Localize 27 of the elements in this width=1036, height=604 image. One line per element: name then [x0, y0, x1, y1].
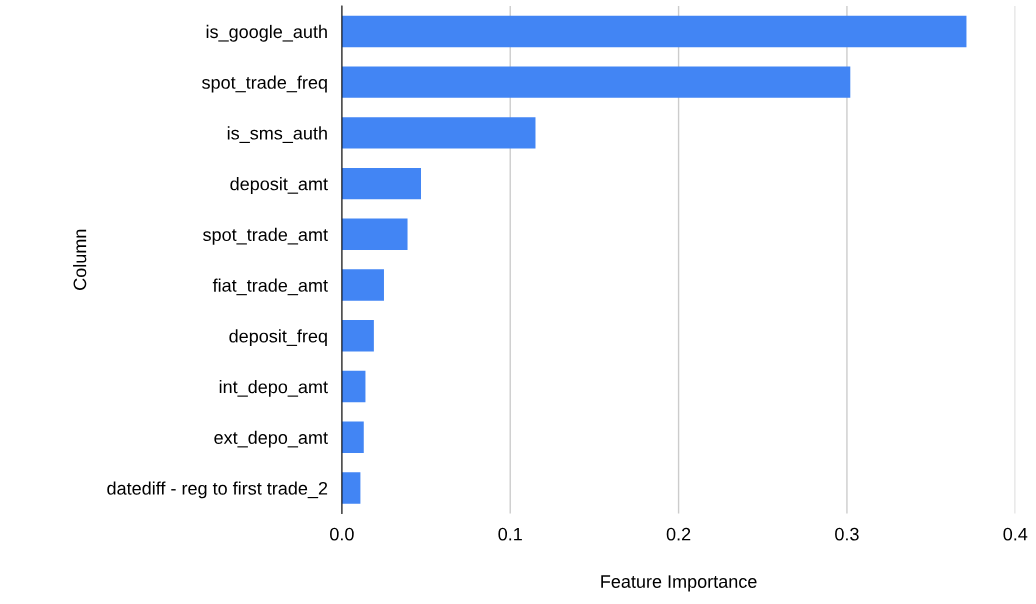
bar: [341, 117, 536, 149]
bar: [341, 472, 361, 504]
bar: [341, 370, 366, 403]
y-tick-label: spot_trade_amt: [203, 227, 328, 245]
bar: [341, 269, 384, 301]
bar: [341, 15, 967, 48]
x-tick-label: 0.4: [1003, 527, 1028, 541]
bar: [341, 421, 364, 454]
y-tick-label: deposit_freq: [229, 329, 327, 347]
x-tick-label: 0.2: [666, 527, 691, 541]
x-tick-label: 0.1: [498, 527, 522, 541]
y-tick-label: fiat_trade_amt: [212, 278, 328, 296]
y-tick-label: is_sms_auth: [227, 126, 327, 144]
y-tick-label: spot_trade_freq: [202, 75, 327, 93]
x-tick-label: 0.0: [330, 527, 354, 541]
x-tick-label: 0.3: [835, 527, 859, 541]
y-tick-label: is_google_auth: [206, 24, 327, 42]
y-tick-label: deposit_amt: [230, 177, 328, 194]
y-axis-title: Column: [73, 229, 87, 290]
bar: [341, 167, 421, 200]
bar: [341, 320, 374, 352]
x-axis-title: Feature Importance: [601, 575, 757, 592]
y-tick-label: int_depo_amt: [219, 380, 328, 397]
bar: [341, 218, 408, 251]
y-tick-label: datediff - reg to first trade_2: [107, 481, 328, 499]
y-tick-label: ext_depo_amt: [214, 430, 328, 448]
bar: [341, 66, 851, 98]
